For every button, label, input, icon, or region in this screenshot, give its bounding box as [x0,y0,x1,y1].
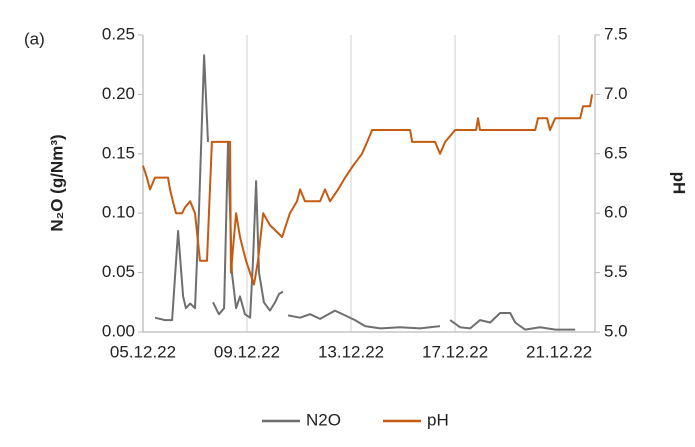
panel-label: (a) [24,29,45,48]
x-tick-label: 17.12.22 [422,342,488,361]
y-tick-label: 0.15 [102,143,135,162]
y-tick-label: 0.00 [102,321,135,340]
y-axis-label: N₂O (g/Nm³) [47,134,66,231]
y-tick-label: 0.20 [102,84,135,103]
data-line [142,94,594,286]
y2-axis-label: pH [670,172,689,195]
y2-tick-label: 5.5 [604,262,628,281]
y2-tick-label: 6.0 [604,203,628,222]
y2-tick-label: 7.5 [604,24,628,43]
y-tick-label: 0.25 [102,24,135,43]
y-tick-label: 0.05 [102,262,135,281]
x-tick-label: 05.12.22 [110,342,176,361]
y2-tick-label: 6.5 [604,143,628,162]
legend-label: N2O [306,410,341,429]
data-line [154,54,576,331]
y-tick-label: 0.10 [102,203,135,222]
legend-label: pH [427,410,449,429]
x-tick-label: 09.12.22 [214,342,280,361]
x-tick-label: 21.12.22 [526,342,592,361]
y2-tick-label: 7.0 [604,84,628,103]
y2-tick-label: 5.0 [604,321,628,340]
x-tick-label: 13.12.22 [318,342,384,361]
